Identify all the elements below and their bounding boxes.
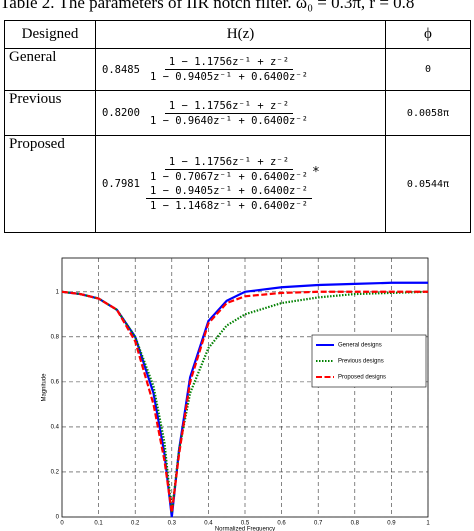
fraction: 1 − 1.1756z⁻¹ + z⁻² 1 − 0.9405z⁻¹ + 0.640… (146, 56, 312, 83)
gain: 0.7981 (102, 178, 140, 190)
x-tick-label: 0.1 (94, 521, 103, 527)
y-tick-label: 0.6 (51, 379, 60, 385)
numerator: 1 − 1.1756z⁻¹ + z⁻² (164, 100, 294, 114)
y-tick-label: 0.8 (51, 334, 60, 340)
fraction: 1 − 1.1756z⁻¹ + z⁻² 1 − 0.7067z⁻¹ + 0.640… (146, 156, 312, 183)
x-tick-label: 0.7 (314, 521, 323, 527)
legend-label: Previous designs (338, 359, 384, 365)
x-tick-label: 0.6 (277, 521, 286, 527)
transfer-function-cell: 0.7981 1 − 1.1756z⁻¹ + z⁻² 1 − 0.7067z⁻¹ +… (95, 135, 386, 233)
numerator: 1 − 0.9405z⁻¹ + 0.6400z⁻² (145, 185, 312, 199)
x-tick-label: 0.5 (241, 521, 250, 527)
gain: 0.8485 (102, 63, 140, 76)
series-line (61, 290, 428, 513)
table-body: General 0.8485 1 − 1.1756z⁻¹ + z⁻² 1 − 0.94… (4, 48, 471, 233)
designed-cell: Proposed (4, 135, 96, 233)
expression: 0.8485 1 − 1.1756z⁻¹ + z⁻² 1 − 0.9405z⁻¹ +… (102, 55, 379, 84)
transfer-function-cell: 0.8485 1 − 1.1756z⁻¹ + z⁻² 1 − 0.9405z⁻¹ +… (95, 48, 386, 91)
phi-cell: 0 (385, 48, 471, 91)
x-axis-label: Normalized Frequency (215, 527, 275, 531)
phi-cell: 0.0544π (385, 135, 471, 233)
fraction-stack: 1 − 1.1756z⁻¹ + z⁻² 1 − 0.7067z⁻¹ + 0.640… (145, 155, 312, 213)
expression: 0.8200 1 − 1.1756z⁻¹ + z⁻² 1 − 0.9640z⁻¹ +… (102, 99, 379, 128)
x-tick-label: 0.3 (168, 521, 177, 527)
phi-cell: 0.0058π (385, 90, 471, 136)
expression: 0.7981 1 − 1.1756z⁻¹ + z⁻² 1 − 0.7067z⁻¹ +… (102, 155, 379, 213)
x-tick-label: 0.4 (204, 521, 213, 527)
fraction: 1 − 0.9405z⁻¹ + 0.6400z⁻² 1 − 1.1468z⁻¹ +… (145, 185, 312, 212)
table-row: Previous 0.8200 1 − 1.1756z⁻¹ + z⁻² 1 − 0.9… (4, 90, 471, 136)
gain: 0.8200 (102, 107, 140, 119)
y-tick-label: 0.4 (51, 424, 60, 430)
numerator: 1 − 1.1756z⁻¹ + z⁻² (164, 156, 294, 170)
table-caption: Table 2. The parameters of IIR notch fil… (0, 0, 415, 12)
operator: * (311, 165, 320, 180)
denominator: 1 − 0.9640z⁻¹ + 0.6400z⁻² (149, 114, 308, 127)
header-cell: Designed (4, 20, 96, 49)
header-row: Designed H(z) ϕ (4, 20, 471, 49)
fraction: 1 − 1.1756z⁻¹ + z⁻² 1 − 0.9640z⁻¹ + 0.640… (146, 100, 312, 127)
table-row: General 0.8485 1 − 1.1756z⁻¹ + z⁻² 1 − 0.94… (4, 48, 471, 91)
denominator: 1 − 0.9405z⁻¹ + 0.6400z⁻² (149, 71, 308, 83)
fraction-stack: 1 − 1.1756z⁻¹ + z⁻² 1 − 0.9640z⁻¹ + 0.640… (146, 99, 312, 128)
transfer-function-cell: 0.8200 1 − 1.1756z⁻¹ + z⁻² 1 − 0.9640z⁻¹ +… (95, 90, 386, 136)
header-cell: H(z) (95, 20, 386, 49)
designed-cell: Previous (4, 90, 96, 136)
fraction-stack: 1 − 1.1756z⁻¹ + z⁻² 1 − 0.9405z⁻¹ + 0.640… (146, 55, 312, 84)
x-tick-label: 0 (60, 521, 64, 527)
y-tick-label: 0 (56, 515, 60, 521)
table-row: Proposed 0.7981 1 − 1.1756z⁻¹ + z⁻² 1 − 0.7… (4, 135, 471, 233)
x-tick-label: 1 (426, 521, 430, 527)
y-tick-label: 0.2 (51, 470, 60, 476)
designed-cell: General (4, 48, 96, 91)
parameter-table: Designed H(z) ϕ General 0.8485 1 − 1.1756z… (4, 20, 471, 233)
chart: 0 0.1 0.2 0.3 0.4 0.5 0.6 0.7 0.8 0.9 1 0 0.2 0.4 0.6 0… (42, 257, 430, 531)
y-tick-label: 1 (56, 289, 60, 295)
y-axis-label: Magnitude (42, 373, 48, 402)
denominator: 1 − 0.7067z⁻¹ + 0.6400z⁻² (149, 171, 308, 183)
x-tick-label: 0.8 (351, 521, 360, 527)
header-cell: ϕ (385, 20, 471, 49)
x-tick-label: 0.9 (387, 521, 396, 527)
numerator: 1 − 1.1756z⁻¹ + z⁻² (164, 56, 294, 70)
denominator: 1 − 1.1468z⁻¹ + 0.6400z⁻² (149, 200, 308, 212)
x-tick-label: 0.2 (131, 521, 140, 527)
legend-label: General designs (338, 343, 382, 349)
legend-label: Proposed designs (338, 375, 386, 381)
